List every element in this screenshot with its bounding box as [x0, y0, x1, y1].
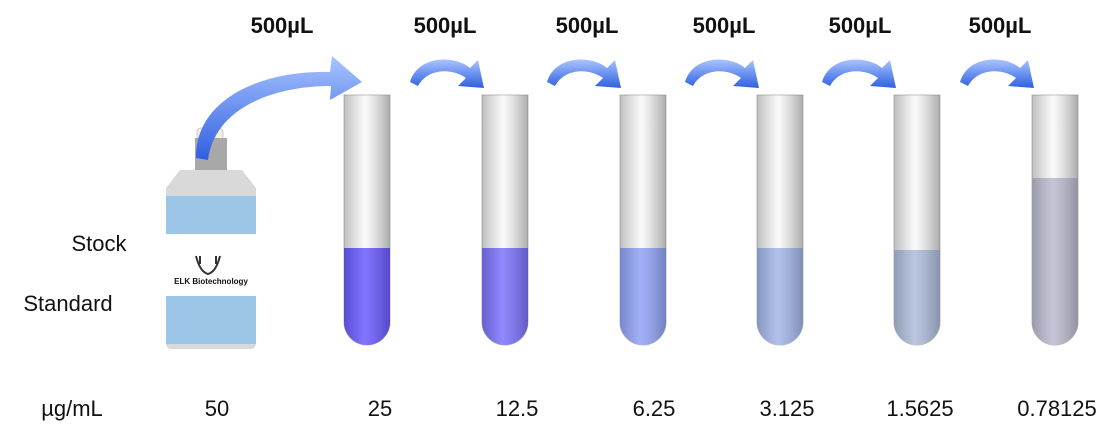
transfer-label: 500µL [693, 13, 756, 38]
concentration: 12.5 [496, 396, 539, 421]
stock-bottle: ELK Biotechnology [166, 127, 256, 349]
bottle-label: ELK Biotechnology [174, 277, 248, 286]
tube-shading [620, 95, 666, 345]
tube-shading [1032, 95, 1078, 345]
concentration: 0.78125 [1017, 396, 1097, 421]
unit-label: µg/mL [41, 396, 103, 421]
transfer-label: 500µL [414, 13, 477, 38]
tube-shading [344, 95, 390, 345]
concentration: 1.5625 [886, 396, 953, 421]
concentration: 6.25 [633, 396, 676, 421]
tube-shading [757, 95, 803, 345]
transfer-label: 500µL [251, 13, 314, 38]
concentration: 3.125 [759, 396, 814, 421]
transfer-label: 500µL [556, 13, 619, 38]
transfer-label: 500µL [829, 13, 892, 38]
stock-label: Standard [23, 291, 112, 316]
transfer-label: 500µL [969, 13, 1032, 38]
stock-label: Stock [71, 231, 127, 256]
concentration: 50 [205, 396, 229, 421]
concentration: 25 [368, 396, 392, 421]
transfer-arrows [195, 56, 1034, 160]
tube-shading [894, 95, 940, 345]
tube-shading [482, 95, 528, 345]
